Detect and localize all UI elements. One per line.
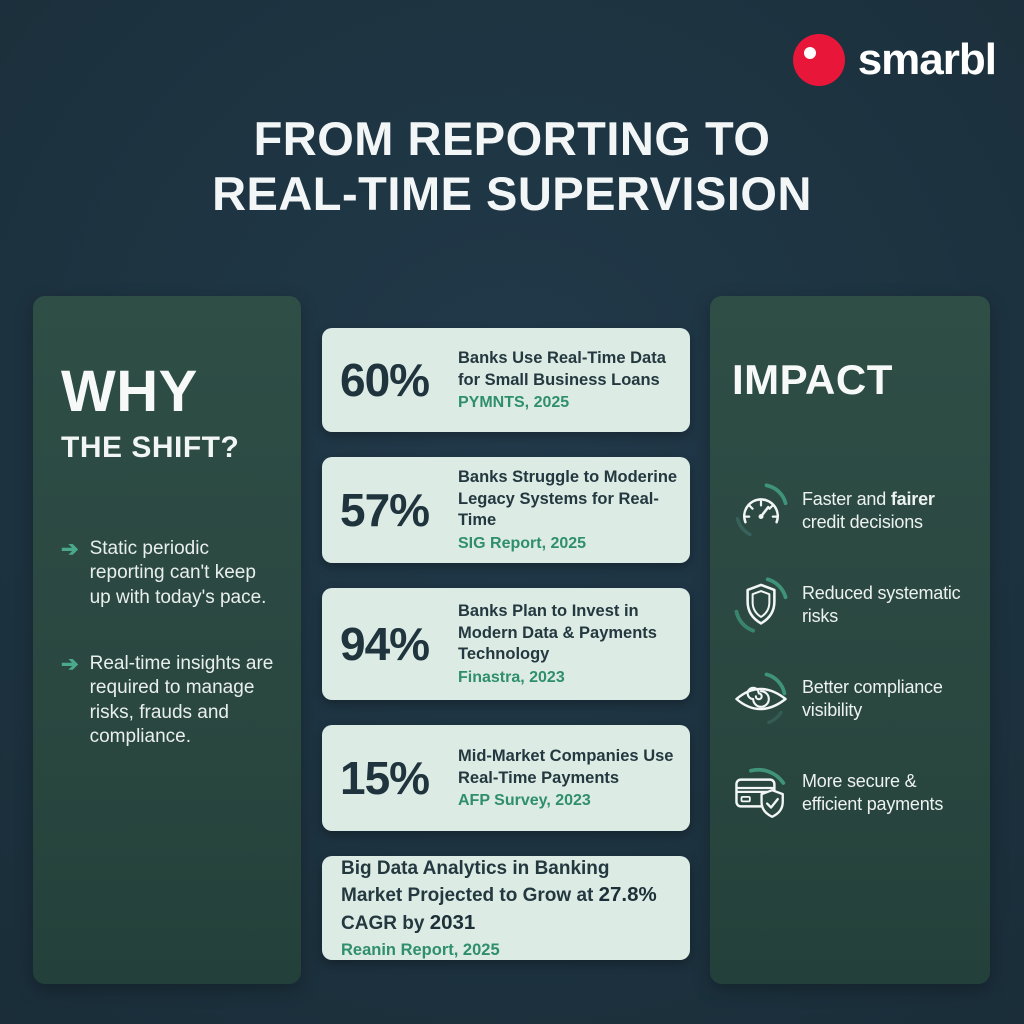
list-item: Reduced systematic risks xyxy=(732,570,980,640)
bullet-text: Real-time insights are required to manag… xyxy=(89,652,274,747)
highlight-bold-value: 27.8% xyxy=(598,883,657,907)
stat-source: AFP Survey, 2023 xyxy=(458,791,591,809)
list-item: Better compliance visibility xyxy=(732,664,980,734)
list-item: ➔ Static periodic reporting can't keep u… xyxy=(61,537,275,610)
stat-label: Mid-Market Companies Use Real-Time Payme… xyxy=(458,747,674,787)
arrow-right-icon: ➔ xyxy=(61,652,79,676)
stat-label: Banks Plan to Invest in Modern Data & Pa… xyxy=(458,602,657,664)
stat-card: 94% Banks Plan to Invest in Modern Data … xyxy=(322,588,690,700)
stat-value: 60% xyxy=(340,354,430,406)
impact-panel: IMPACT Faster and fairer credit decision… xyxy=(710,296,990,984)
eye-icon xyxy=(735,672,787,725)
stat-value: 15% xyxy=(340,752,430,804)
impact-heading: IMPACT xyxy=(732,356,893,403)
why-panel: WHY THE SHIFT? ➔ Static periodic reporti… xyxy=(33,296,301,984)
why-bullet-list: ➔ Static periodic reporting can't keep u… xyxy=(61,537,275,749)
highlight-bold-year: 2031 xyxy=(429,910,476,934)
stat-card: 57% Banks Struggle to Moderine Legacy Sy… xyxy=(322,457,690,563)
highlight-card: Big Data Analytics in Banking Market Pro… xyxy=(322,856,690,960)
stat-source: Finastra, 2023 xyxy=(458,668,565,686)
logo-dot-icon xyxy=(792,34,845,86)
impact-text: Better compliance visibility xyxy=(802,676,943,720)
stat-card-column: 60% Banks Use Real-Time Data for Small B… xyxy=(322,328,690,960)
page-title: FROM REPORTING TO REAL-TIME SUPERVISION xyxy=(0,112,1024,222)
impact-text: Reduced systematic risks xyxy=(802,582,961,626)
stat-value: 94% xyxy=(340,618,430,670)
page-title-line1: FROM REPORTING TO xyxy=(253,112,771,165)
list-item: Faster and fairer credit decisions xyxy=(732,476,980,546)
stat-value: 57% xyxy=(340,484,430,536)
stat-card: 60% Banks Use Real-Time Data for Small B… xyxy=(322,328,690,432)
brand-logo: smarbl xyxy=(792,34,997,86)
page-title-line2: REAL-TIME SUPERVISION xyxy=(212,166,812,220)
stat-source: Reanin Report, 2025 xyxy=(341,940,500,959)
stat-label: Banks Use Real-Time Data for Small Busin… xyxy=(458,349,666,389)
credit-card-check-icon xyxy=(735,767,786,818)
shield-icon xyxy=(734,577,788,633)
bullet-text: Static periodic reporting can't keep up … xyxy=(89,538,267,608)
why-subheading: THE SHIFT? xyxy=(61,431,240,464)
why-heading: WHY xyxy=(61,359,198,424)
stat-source: PYMNTS, 2025 xyxy=(458,393,570,411)
stat-source: SIG Report, 2025 xyxy=(458,534,587,552)
impact-text: Faster and fairer credit decisions xyxy=(802,488,935,532)
list-item: More secure & efficient payments xyxy=(732,758,980,828)
stat-label: Banks Struggle to Moderine Legacy System… xyxy=(458,468,678,530)
impact-text: More secure & efficient payments xyxy=(802,770,944,814)
highlight-text: Big Data Analytics in Banking Market Pro… xyxy=(341,858,657,934)
arrow-right-icon: ➔ xyxy=(61,538,79,561)
gauge-icon xyxy=(735,483,788,537)
brand-name: smarbl xyxy=(857,35,997,84)
impact-list: Faster and fairer credit decisions Reduc… xyxy=(732,476,980,828)
list-item: ➔ Real-time insights are required to man… xyxy=(61,652,275,749)
stat-card: 15% Mid-Market Companies Use Real-Time P… xyxy=(322,725,690,831)
